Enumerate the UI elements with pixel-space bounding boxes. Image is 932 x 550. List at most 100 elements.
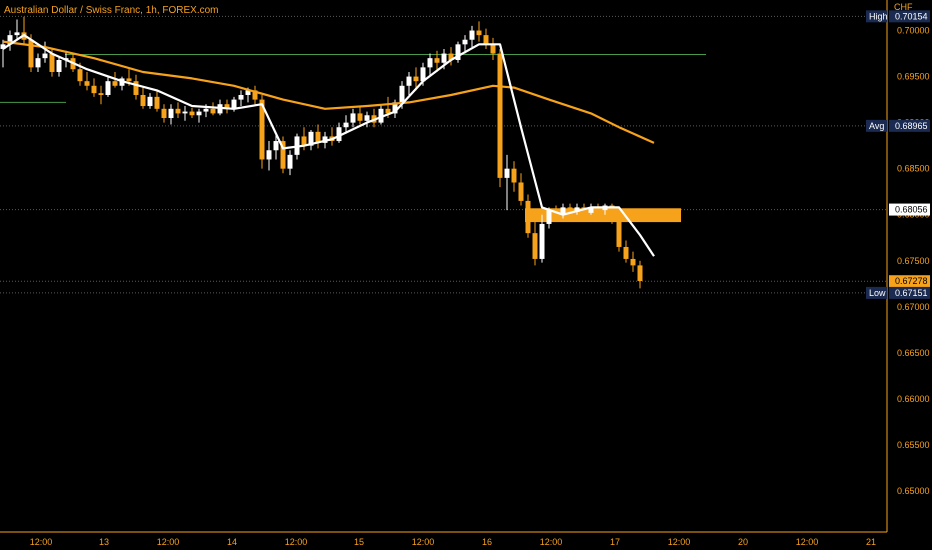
time-tick-label: 13 — [99, 537, 109, 547]
candle-body — [406, 76, 412, 86]
time-tick-label: 12:00 — [157, 537, 180, 547]
candle-body — [434, 58, 440, 63]
time-tick-label: 20 — [738, 537, 748, 547]
candle-body — [630, 258, 636, 266]
currency-label: CHF — [894, 2, 913, 12]
candle-body — [98, 93, 104, 95]
candle-body — [336, 127, 342, 142]
candle-body — [161, 108, 167, 119]
candle-body — [420, 67, 426, 82]
candle-body — [637, 265, 643, 282]
price-tick-label: 0.67000 — [897, 302, 930, 312]
avg-tag-label: Avg — [869, 121, 884, 131]
candle-body — [77, 69, 83, 82]
high-tag-value: 0.70154 — [895, 11, 928, 21]
low-tag-value-box — [889, 286, 930, 299]
candle-body — [35, 58, 41, 68]
candle-body — [14, 32, 20, 36]
candle-body — [518, 182, 524, 201]
time-tick-label: 12:00 — [285, 537, 308, 547]
high-tag-label-box — [866, 10, 887, 23]
time-axis[interactable]: 12:00 13 12:00 14 12:00 15 12:00 16 12:00 17 12:00… — [0, 531, 887, 547]
candle-body — [203, 108, 209, 112]
high-tag-label: High — [869, 11, 888, 21]
price-tick-label: 0.70000 — [897, 26, 930, 36]
candle-body — [7, 35, 13, 45]
avg-tag-value: 0.68965 — [895, 121, 928, 131]
candle-body — [147, 96, 153, 107]
candle-body — [140, 94, 146, 107]
candle-body — [567, 207, 573, 212]
candle-body — [595, 207, 601, 211]
candle-body — [357, 113, 363, 121]
candle-body — [91, 85, 97, 94]
candle-body — [504, 168, 510, 178]
candle-body — [315, 131, 321, 143]
candle-body — [231, 99, 237, 109]
price-tick-label: 0.66500 — [897, 348, 930, 358]
low-tag-value: 0.67151 — [895, 288, 928, 298]
candle-body — [392, 102, 398, 114]
avg-tag-label-box — [866, 119, 887, 132]
price-tick-label: 0.66000 — [897, 394, 930, 404]
candle-body — [588, 207, 594, 213]
candle-body — [252, 90, 258, 100]
candle-body — [42, 53, 48, 59]
candle-body — [0, 44, 6, 49]
candle-body — [350, 113, 356, 123]
time-tick-label: 12:00 — [668, 537, 691, 547]
candle-body — [343, 122, 349, 128]
price-tick-label: 0.68500 — [897, 164, 930, 174]
candle-body — [364, 115, 370, 121]
candle-body — [490, 44, 496, 54]
candle-body — [546, 210, 552, 224]
candle-body — [196, 111, 202, 116]
time-tick-label: 12:00 — [540, 537, 563, 547]
candle-body — [154, 96, 160, 109]
candle-body — [616, 219, 622, 247]
candle-body — [210, 108, 216, 114]
candle-body — [238, 94, 244, 100]
price-tick-label: 0.65500 — [897, 440, 930, 450]
horizontal-levels-layer — [0, 15, 887, 294]
level-tag-value: 0.68056 — [895, 205, 928, 215]
price-axis[interactable]: CHF 0.700000.695000.690000.685000.680000… — [886, 0, 930, 532]
candle-body — [182, 111, 188, 114]
time-tick-label: 12:00 — [412, 537, 435, 547]
low-tag-label-box — [866, 286, 887, 299]
candle-body — [525, 200, 531, 234]
candle-body — [378, 108, 384, 123]
price-tick-label: 0.67500 — [897, 256, 930, 266]
candle-body — [623, 246, 629, 259]
candle-body — [49, 53, 55, 72]
candle-body — [112, 81, 118, 86]
candle-body — [574, 207, 580, 212]
candle-body — [301, 136, 307, 146]
candle-body — [385, 108, 391, 114]
candle-body — [448, 53, 454, 60]
candle-body — [413, 76, 419, 82]
candle-body — [280, 141, 286, 169]
candle-body — [469, 30, 475, 40]
candle-body — [84, 81, 90, 86]
fast-moving-average-line — [2, 33, 655, 257]
avg-tag-value-box — [889, 119, 930, 132]
time-tick-label: 12:00 — [796, 537, 819, 547]
candles-layer — [0, 16, 643, 289]
candle-body — [175, 108, 181, 114]
level-tag-value-box — [889, 203, 930, 216]
candle-body — [105, 81, 111, 95]
candle-body — [483, 35, 489, 45]
candle-body — [308, 131, 314, 146]
candle-body — [168, 108, 174, 119]
candle-body — [322, 136, 328, 143]
candle-body — [532, 233, 538, 259]
candle-body — [455, 44, 461, 60]
price-tick-label: 0.69500 — [897, 72, 930, 82]
time-tick-label: 15 — [354, 537, 364, 547]
candle-body — [476, 30, 482, 36]
current-price-tag-value: 0.67278 — [895, 276, 928, 286]
time-tick-label: 14 — [227, 537, 237, 547]
candle-body — [28, 39, 34, 68]
